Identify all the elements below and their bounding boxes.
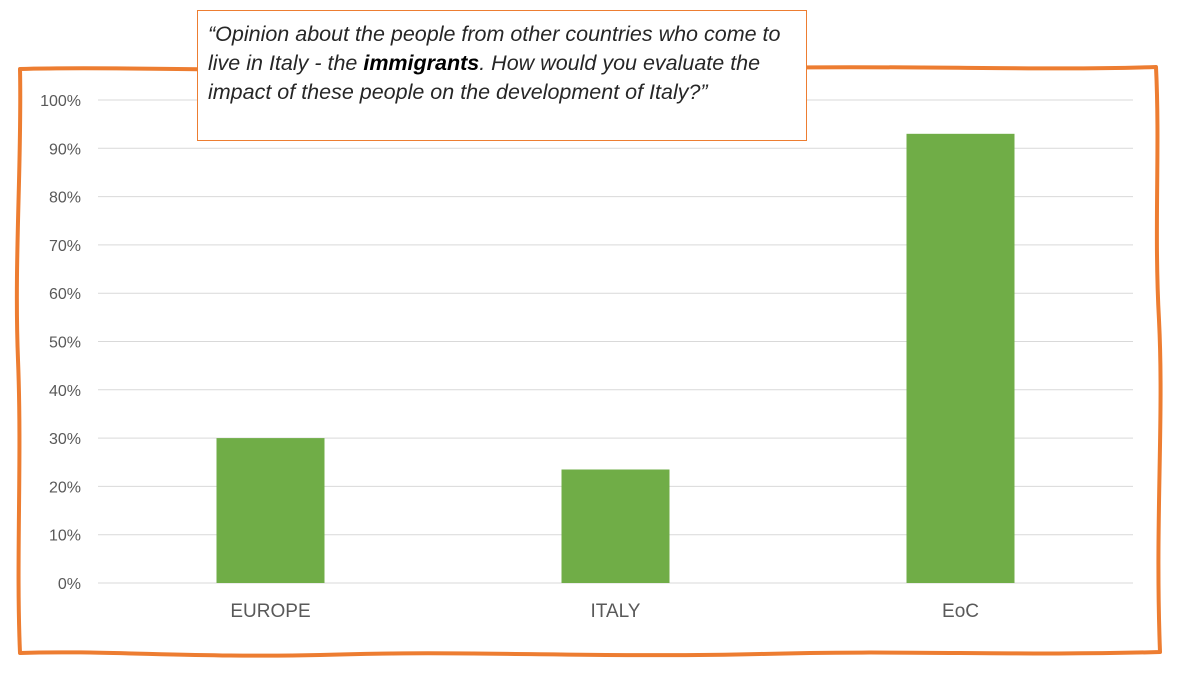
y-tick-label: 40% [49, 383, 81, 400]
x-category-label: EUROPE [230, 601, 310, 622]
x-category-label: ITALY [591, 601, 641, 622]
callout-text-after: . How would you evaluate the impact of t… [208, 51, 761, 104]
x-category-label: EoC [942, 601, 979, 622]
y-tick-label: 0% [58, 576, 81, 593]
callout-text-before: “Opinion about the people from other cou… [208, 22, 781, 75]
y-tick-label: 20% [49, 479, 81, 496]
bar-europe [216, 438, 325, 583]
bar-eoc [906, 133, 1015, 583]
y-tick-label: 100% [40, 93, 81, 110]
y-tick-label: 60% [49, 286, 81, 303]
bar-italy [561, 469, 670, 583]
bars [216, 133, 1015, 583]
y-tick-label: 50% [49, 335, 81, 352]
question-callout: “Opinion about the people from other cou… [197, 10, 807, 141]
x-axis-category-labels: EUROPE ITALY EoC [230, 601, 979, 622]
y-tick-label: 10% [49, 528, 81, 545]
y-tick-label: 30% [49, 431, 81, 448]
y-axis-tick-labels: 0% 10% 20% 30% 40% 50% 60% 70% 80% 90% 100% [40, 93, 81, 593]
callout-emphasis: immigrants [363, 51, 480, 75]
y-tick-label: 70% [49, 238, 81, 255]
y-tick-label: 80% [49, 190, 81, 207]
y-tick-label: 90% [49, 141, 81, 158]
